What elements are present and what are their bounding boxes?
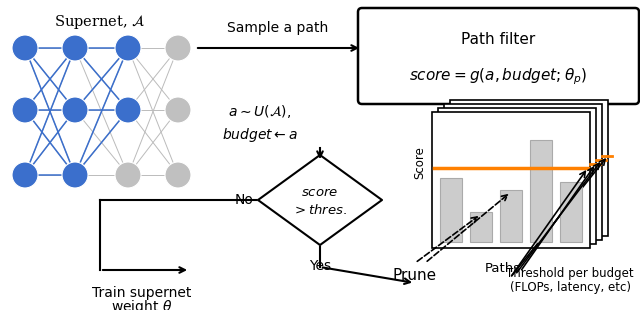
Text: Yes: Yes	[309, 259, 331, 273]
Bar	[561, 183, 582, 242]
Text: Path filter: Path filter	[461, 33, 536, 47]
Bar	[432, 112, 590, 248]
Text: $> thres.$: $> thres.$	[292, 203, 348, 217]
Bar	[440, 178, 461, 242]
Text: Score: Score	[413, 146, 426, 179]
Text: Sample a path: Sample a path	[227, 21, 328, 35]
Circle shape	[62, 35, 88, 61]
Bar	[470, 212, 492, 242]
Circle shape	[62, 97, 88, 123]
Text: $score$: $score$	[301, 185, 339, 198]
Circle shape	[12, 35, 38, 61]
Circle shape	[165, 97, 191, 123]
Text: Paths: Paths	[485, 262, 521, 275]
Circle shape	[62, 162, 88, 188]
Circle shape	[12, 97, 38, 123]
Circle shape	[12, 162, 38, 188]
Circle shape	[165, 35, 191, 61]
Bar	[500, 190, 522, 242]
Circle shape	[115, 162, 141, 188]
Polygon shape	[258, 155, 382, 245]
Text: Supernet, $\mathcal{A}$: Supernet, $\mathcal{A}$	[54, 13, 146, 31]
Text: $budget \leftarrow a$: $budget \leftarrow a$	[222, 126, 298, 144]
Text: Train supernet: Train supernet	[92, 286, 192, 300]
Circle shape	[115, 97, 141, 123]
Text: $score = g(a, budget; \theta_p)$: $score = g(a, budget; \theta_p)$	[410, 67, 588, 87]
Bar	[438, 108, 596, 244]
Circle shape	[165, 162, 191, 188]
Bar	[531, 140, 552, 242]
FancyBboxPatch shape	[358, 8, 639, 104]
Text: $a{\sim}U(\mathcal{A}),$: $a{\sim}U(\mathcal{A}),$	[228, 104, 292, 121]
Text: weight $\theta$: weight $\theta$	[111, 298, 173, 310]
Bar	[444, 104, 602, 240]
Bar	[450, 100, 608, 236]
Text: Prune: Prune	[393, 268, 437, 282]
Text: (FLOPs, latency, etc): (FLOPs, latency, etc)	[509, 281, 630, 294]
Text: Threshold per budget: Threshold per budget	[506, 267, 634, 280]
Circle shape	[115, 35, 141, 61]
Text: No: No	[234, 193, 253, 207]
